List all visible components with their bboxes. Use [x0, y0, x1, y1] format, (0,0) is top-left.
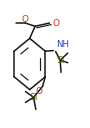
Text: O: O	[35, 87, 42, 96]
Text: O: O	[52, 19, 59, 28]
Text: NH: NH	[56, 40, 69, 49]
Text: Si: Si	[56, 56, 64, 65]
Text: O: O	[22, 15, 29, 24]
Text: Si: Si	[29, 93, 38, 102]
